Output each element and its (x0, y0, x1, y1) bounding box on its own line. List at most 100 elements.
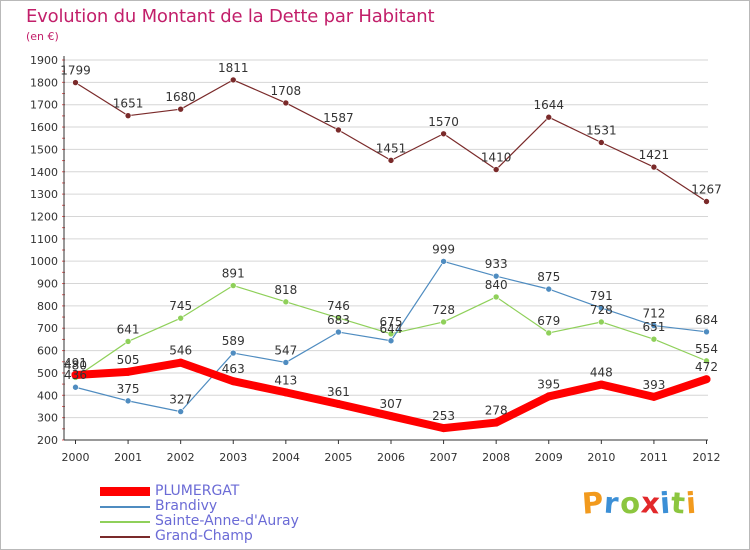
data-point-plumergat (702, 375, 711, 384)
y-tick-label: 1100 (30, 233, 58, 246)
data-point-brandivy (282, 359, 290, 366)
y-tick-label: 1500 (30, 143, 58, 156)
data-point-brandivy (229, 349, 237, 357)
data-label-grand-champ: 1451 (376, 141, 407, 155)
data-point-sainte-anne (650, 335, 658, 343)
data-label-grand-champ: 1421 (639, 148, 670, 162)
data-label-brandivy: 933 (485, 257, 508, 271)
data-point-grand-champ (335, 126, 342, 134)
x-tick-label: 2000 (62, 451, 90, 464)
data-label-grand-champ: 1811 (218, 61, 249, 75)
data-point-grand-champ (387, 157, 395, 164)
y-tick-label: 1200 (30, 210, 58, 223)
chart-title: Evolution du Montant de la Dette par Hab… (26, 6, 435, 27)
data-label-plumergat: 253 (432, 409, 455, 423)
data-point-grand-champ (545, 113, 553, 121)
y-tick-label: 1600 (30, 121, 58, 134)
x-tick-label: 2006 (377, 451, 405, 464)
data-label-brandivy: 644 (380, 322, 403, 336)
data-label-brandivy: 327 (169, 393, 192, 407)
data-label-brandivy: 436 (64, 368, 87, 382)
data-label-plumergat: 413 (274, 373, 297, 387)
data-point-grand-champ (229, 76, 237, 84)
y-tick-label: 1900 (30, 54, 58, 67)
data-point-plumergat (597, 380, 606, 389)
data-point-sainte-anne (598, 318, 605, 326)
data-label-sainte-anne: 554 (695, 342, 718, 356)
y-tick-label: 1300 (30, 188, 58, 201)
data-point-sainte-anne (229, 282, 237, 289)
data-label-sainte-anne: 746 (327, 299, 350, 313)
data-label-brandivy: 375 (117, 382, 140, 396)
data-point-sainte-anne (492, 293, 500, 301)
legend-swatch-sainte-anne (100, 521, 150, 523)
data-point-grand-champ (492, 166, 500, 173)
data-point-plumergat (281, 388, 290, 397)
data-point-grand-champ (282, 99, 290, 107)
legend-swatch-grand-champ (100, 536, 150, 538)
data-label-plumergat: 546 (169, 344, 192, 358)
legend-label-plumergat: PLUMERGAT (155, 483, 240, 499)
data-label-plumergat: 448 (590, 366, 613, 380)
data-point-plumergat (176, 358, 185, 367)
y-tick-label: 200 (37, 434, 58, 447)
data-point-brandivy (124, 397, 132, 405)
data-point-plumergat (334, 400, 343, 409)
data-label-plumergat: 278 (485, 404, 508, 418)
data-label-grand-champ: 1531 (586, 123, 617, 137)
data-label-grand-champ: 1680 (165, 90, 196, 104)
data-point-plumergat (544, 392, 553, 401)
data-point-plumergat (124, 367, 133, 376)
data-point-sainte-anne (387, 330, 395, 338)
data-point-grand-champ (703, 198, 710, 205)
data-label-brandivy: 589 (222, 334, 245, 348)
data-label-sainte-anne: 745 (169, 299, 192, 313)
x-tick-label: 2002 (167, 451, 195, 464)
data-label-grand-champ: 1799 (60, 64, 91, 78)
data-point-grand-champ (440, 130, 447, 138)
data-point-plumergat (439, 424, 448, 433)
data-label-sainte-anne: 818 (274, 283, 297, 297)
x-tick-label: 2005 (324, 451, 352, 464)
x-tick-label: 2010 (587, 451, 615, 464)
x-tick-label: 2007 (430, 451, 458, 464)
data-label-grand-champ: 1708 (271, 84, 302, 98)
data-point-sainte-anne (440, 318, 447, 326)
data-label-sainte-anne: 480 (64, 358, 87, 372)
data-label-plumergat: 395 (537, 377, 560, 391)
legend-label-grand-champ: Grand-Champ (155, 528, 253, 544)
data-label-sainte-anne: 728 (590, 303, 613, 317)
logo-letter: i (684, 485, 699, 521)
y-tick-label: 600 (37, 345, 58, 358)
y-tick-label: 800 (37, 300, 58, 313)
chart-subtitle: (en €) (26, 30, 59, 43)
data-point-brandivy (387, 337, 395, 345)
data-point-brandivy (72, 383, 79, 391)
x-tick-label: 2008 (482, 451, 510, 464)
data-point-brandivy (650, 322, 658, 329)
x-tick-label: 2009 (535, 451, 563, 464)
y-tick-label: 1700 (30, 99, 58, 112)
y-tick-label: 300 (37, 412, 58, 425)
logo-letter: o (618, 485, 642, 521)
data-label-brandivy: 684 (695, 313, 718, 327)
data-label-plumergat: 491 (64, 356, 87, 370)
data-point-brandivy (703, 328, 710, 336)
y-tick-label: 500 (37, 367, 58, 380)
legend-label-brandivy: Brandivy (155, 498, 218, 514)
data-point-sainte-anne (545, 329, 553, 337)
x-tick-label: 2001 (114, 451, 142, 464)
data-label-brandivy: 999 (432, 242, 455, 256)
data-point-plumergat (229, 377, 238, 386)
data-label-sainte-anne: 679 (537, 314, 560, 328)
data-label-sainte-anne: 728 (432, 303, 455, 317)
data-label-plumergat: 307 (380, 397, 403, 411)
data-point-sainte-anne (335, 314, 342, 322)
y-tick-label: 1000 (30, 255, 58, 268)
logo-letter: x (639, 485, 662, 521)
logo-letter: r (603, 485, 621, 521)
data-point-brandivy (545, 285, 553, 293)
logo-letter: P (580, 485, 606, 521)
